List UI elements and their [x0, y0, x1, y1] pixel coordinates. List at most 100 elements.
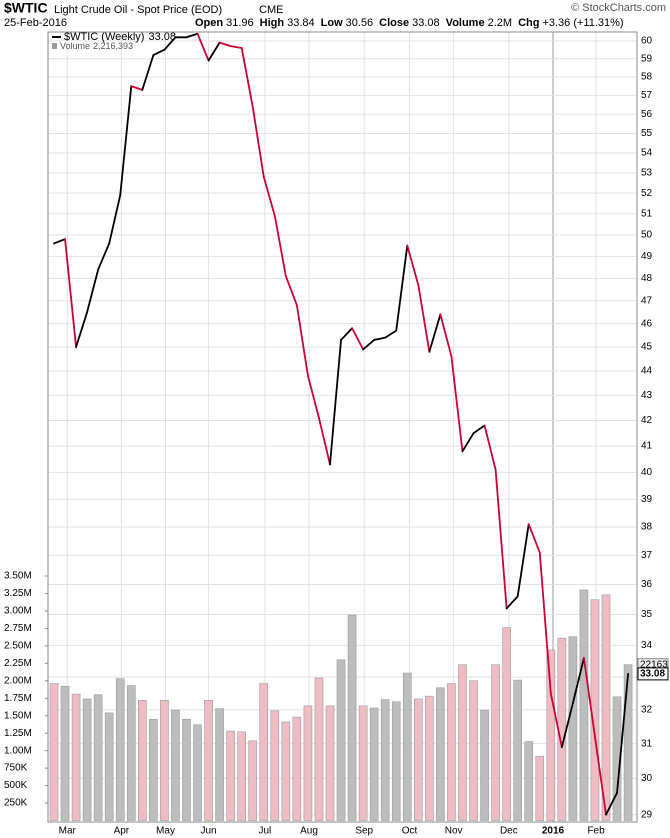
price-segment — [75, 311, 89, 348]
volume-bar — [82, 698, 92, 821]
x-tick-label: 2016 — [542, 826, 565, 837]
price-segment — [64, 238, 77, 348]
volume-bar — [380, 699, 390, 821]
volume-bar — [436, 687, 445, 821]
price-segment — [86, 268, 100, 314]
price-segment — [505, 595, 519, 610]
y2-tick-label: 3.25M — [4, 588, 32, 599]
price-segment — [362, 339, 376, 351]
y-tick-label: 40 — [641, 467, 653, 478]
quote-value: 30.56 — [346, 17, 374, 29]
price-segment — [494, 468, 508, 610]
date: 25-Feb-2016 — [4, 17, 67, 29]
volume-bar — [325, 705, 335, 821]
x-tick-label: Nov — [445, 826, 463, 837]
quote-label: Low — [321, 17, 343, 29]
y-tick-label: 54 — [641, 148, 653, 159]
legend-entry: $WTIC (Weekly) 33.08 — [64, 31, 176, 43]
volume-bar — [138, 700, 147, 821]
price-segment — [560, 702, 574, 748]
price-segment — [262, 175, 276, 217]
volume-bar — [215, 708, 224, 821]
volume-bar — [469, 680, 478, 821]
y-tick-label: 42 — [641, 415, 653, 426]
quote-label: Volume — [446, 17, 485, 29]
quote-value: 2.2M — [488, 17, 512, 29]
quote-line: Open 31.96 High 33.84 Low 30.56 Close 33.08 Volu… — [195, 17, 624, 29]
y-tick-label: 29 — [641, 809, 653, 820]
price-segment — [373, 336, 387, 341]
y2-tick-label: 2.75M — [4, 623, 32, 634]
volume-bar — [149, 718, 158, 821]
volume-bar — [126, 685, 136, 821]
x-tick-label: Apr — [114, 826, 130, 837]
volume-bar — [447, 683, 456, 821]
price-segment — [395, 244, 409, 332]
y2-tick-label: 1.50M — [4, 710, 32, 721]
y2-tick-label: 3.00M — [4, 606, 32, 617]
volume-bar — [369, 707, 379, 821]
volume-bar — [93, 694, 103, 821]
volume-tag-label: 22163 — [640, 659, 668, 670]
price-segment — [163, 36, 177, 51]
y-tick-label: 46 — [641, 318, 653, 329]
volume-bar — [204, 700, 213, 821]
y-tick-label: 58 — [641, 72, 653, 83]
price-segment — [53, 238, 66, 245]
legend-name: Volume — [60, 41, 90, 51]
volume-bar — [590, 599, 600, 821]
quote-value: +3.36 (+11.31%) — [542, 17, 623, 29]
price-tag — [637, 667, 669, 681]
y-tick-label: 34 — [641, 640, 653, 651]
quote-value: 31.96 — [226, 17, 254, 29]
x-tick-label: May — [156, 826, 175, 837]
y-tick-label: 55 — [641, 128, 653, 139]
price-segment — [218, 41, 232, 48]
price-segment — [240, 47, 254, 108]
price-segment — [450, 355, 464, 453]
price-segment — [461, 432, 475, 453]
price-segment — [318, 417, 331, 466]
price-segment — [295, 304, 309, 377]
volume-bar — [535, 755, 545, 821]
legend-volume-icon — [52, 43, 57, 49]
price-segment — [594, 735, 607, 816]
price-segment — [616, 672, 629, 794]
exchange: CME — [259, 4, 283, 16]
plot-border — [47, 31, 638, 823]
volume-bar — [171, 709, 180, 821]
price-segment — [439, 313, 453, 358]
volume-bar — [115, 678, 125, 821]
legend-value: 2,216,393 — [93, 41, 133, 51]
price-segment — [141, 54, 155, 91]
y-tick-label: 52 — [641, 188, 653, 199]
y-tick-label: 35 — [641, 609, 653, 620]
x-tick-label: Feb — [587, 826, 605, 837]
price-segment — [185, 32, 199, 39]
volume-bar — [524, 741, 534, 821]
volume-bar — [601, 594, 611, 821]
price-segment — [472, 424, 486, 435]
price-segment — [384, 329, 398, 339]
price-segment — [284, 275, 298, 307]
x-tick-label: Jul — [258, 826, 271, 837]
volume-bar — [314, 677, 324, 821]
price-segment — [516, 523, 530, 598]
price-segment — [130, 85, 144, 91]
price-segment — [483, 424, 497, 471]
volume-bar — [623, 664, 633, 821]
y-tick-label: 53 — [641, 168, 653, 179]
price-segment — [273, 214, 287, 278]
x-tick-label: Aug — [300, 826, 318, 837]
price-segment — [406, 244, 420, 286]
price-segment — [108, 194, 122, 245]
x-tick-label: Dec — [500, 826, 518, 837]
y-tick-label: 60 — [641, 35, 653, 46]
price-segment — [229, 45, 243, 49]
volume-bar — [391, 701, 401, 821]
x-tick-label: Mar — [59, 826, 77, 837]
price-segment — [351, 327, 365, 351]
price-segment — [549, 692, 563, 748]
y-tick-label: 31 — [641, 738, 653, 749]
